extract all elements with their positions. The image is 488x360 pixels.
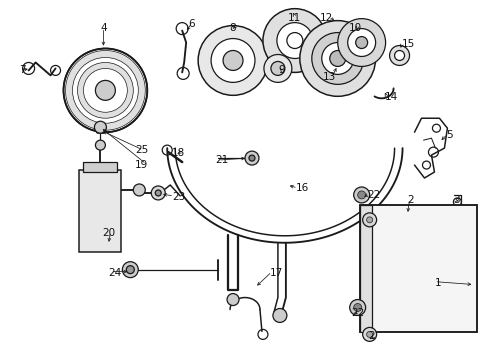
Circle shape — [329, 50, 345, 67]
Bar — [359, 205, 371, 332]
Circle shape — [349, 300, 365, 315]
Text: 6: 6 — [188, 19, 194, 29]
Circle shape — [366, 217, 372, 223]
Circle shape — [357, 191, 365, 199]
Circle shape — [272, 309, 286, 323]
Circle shape — [95, 140, 105, 150]
Circle shape — [389, 45, 408, 66]
Circle shape — [65, 50, 145, 130]
Bar — [359, 205, 476, 332]
Text: 2: 2 — [367, 332, 374, 341]
Circle shape — [270, 62, 285, 75]
Circle shape — [321, 42, 353, 75]
Text: 21: 21 — [215, 155, 228, 165]
Text: 24: 24 — [108, 268, 122, 278]
Circle shape — [362, 328, 376, 341]
Text: 2: 2 — [407, 195, 413, 205]
Circle shape — [126, 266, 134, 274]
Text: 20: 20 — [102, 228, 115, 238]
Circle shape — [337, 19, 385, 67]
Circle shape — [347, 28, 375, 57]
Text: 19: 19 — [135, 160, 148, 170]
Circle shape — [362, 213, 376, 227]
Circle shape — [244, 151, 259, 165]
Text: 7: 7 — [19, 66, 25, 76]
Text: 22: 22 — [351, 307, 364, 318]
Circle shape — [394, 50, 404, 60]
Text: 18: 18 — [171, 148, 184, 158]
Text: 12: 12 — [320, 13, 333, 23]
Text: 17: 17 — [269, 268, 283, 278]
Circle shape — [83, 68, 127, 112]
Text: 14: 14 — [384, 92, 397, 102]
Text: 8: 8 — [229, 23, 236, 33]
Text: 13: 13 — [323, 72, 336, 82]
Circle shape — [311, 32, 363, 84]
Circle shape — [95, 80, 115, 100]
Circle shape — [353, 303, 361, 311]
Circle shape — [151, 186, 165, 200]
Circle shape — [155, 190, 161, 196]
Text: 15: 15 — [401, 39, 414, 49]
Circle shape — [94, 121, 106, 133]
Circle shape — [248, 155, 254, 161]
Circle shape — [263, 9, 326, 72]
Circle shape — [211, 39, 254, 82]
Circle shape — [122, 262, 138, 278]
Circle shape — [366, 332, 372, 337]
Text: 4: 4 — [100, 23, 106, 33]
Circle shape — [198, 26, 267, 95]
Text: 1: 1 — [433, 278, 440, 288]
Circle shape — [77, 62, 133, 118]
Circle shape — [264, 54, 291, 82]
Circle shape — [223, 50, 243, 71]
Circle shape — [353, 187, 369, 203]
Circle shape — [72, 58, 138, 123]
Circle shape — [299, 21, 375, 96]
Bar — [80, 170, 121, 252]
Text: 10: 10 — [348, 23, 362, 33]
Text: 23: 23 — [172, 192, 185, 202]
Text: 16: 16 — [295, 183, 308, 193]
Text: 9: 9 — [278, 66, 285, 76]
Text: 25: 25 — [135, 145, 149, 155]
Text: 3: 3 — [452, 195, 459, 205]
Circle shape — [226, 293, 239, 306]
Text: 22: 22 — [367, 190, 380, 200]
Circle shape — [133, 184, 145, 196]
Circle shape — [276, 23, 312, 58]
Bar — [83, 162, 117, 172]
Text: 11: 11 — [287, 13, 301, 23]
Text: 5: 5 — [446, 130, 452, 140]
Circle shape — [355, 37, 367, 49]
